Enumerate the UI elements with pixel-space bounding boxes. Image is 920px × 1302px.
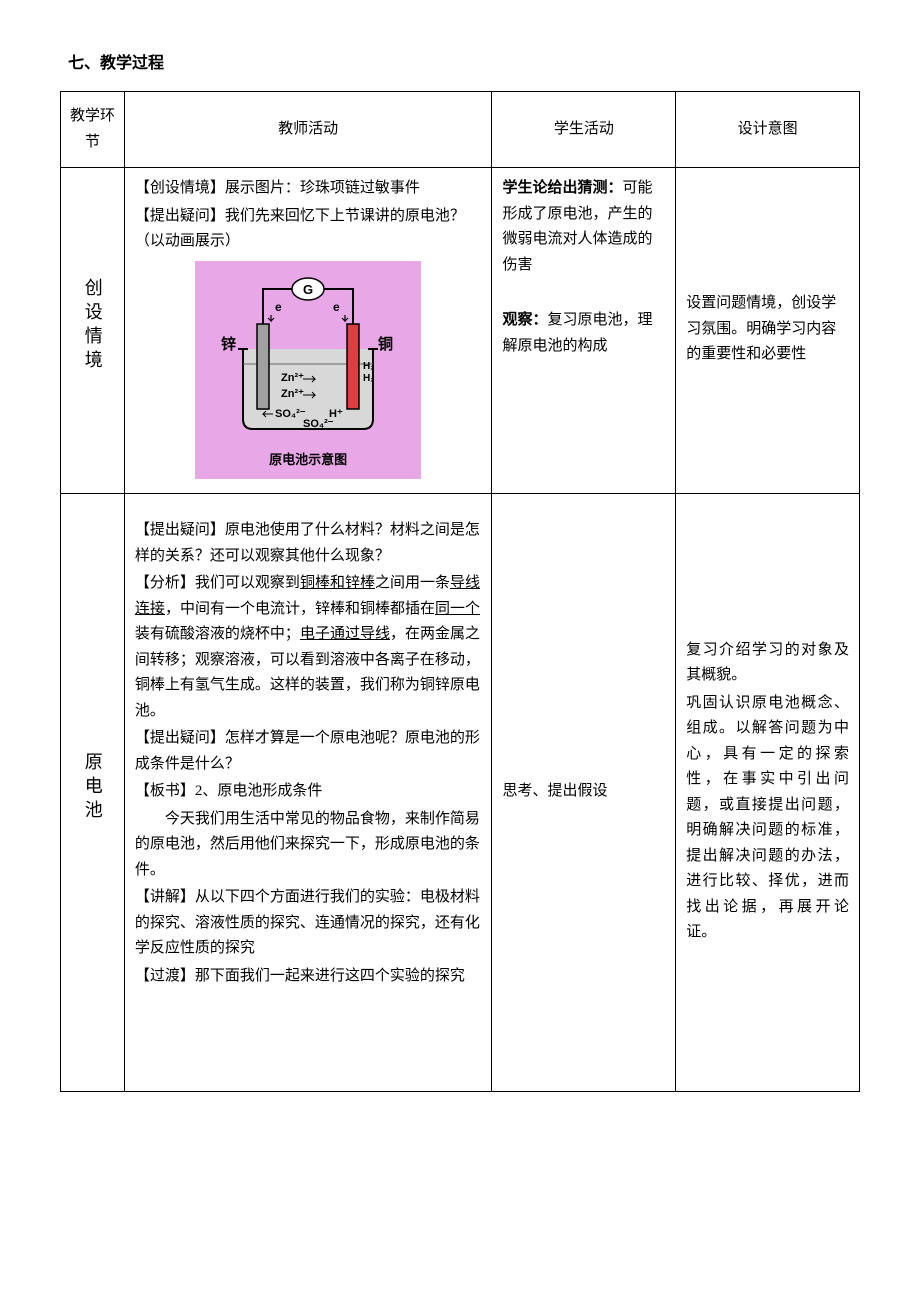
student-cell-2: 思考、提出假设 xyxy=(492,494,676,1092)
para: 【过渡】那下面我们一起来进行这四个实验的探究 xyxy=(135,964,482,990)
table-row: 创设情境 【创设情境】展示图片：珍珠项链过敏事件 【提出疑问】我们先来回忆下上节… xyxy=(61,168,860,494)
stage-label-2: 原电池 xyxy=(77,752,108,824)
section-heading: 七、教学过程 xyxy=(68,50,860,77)
stage-label-1: 创设情境 xyxy=(77,278,108,374)
hdr-student: 学生活动 xyxy=(492,92,676,168)
para: 观察：复习原电池，理解原电池的构成 xyxy=(502,308,665,359)
para: 【讲解】从以下四个方面进行我们的实验：电极材料的探究、溶液性质的探究、连通情况的… xyxy=(135,885,482,962)
para: 复习介绍学习的对象及其概貌。 xyxy=(686,638,849,689)
svg-text:铜: 铜 xyxy=(378,335,393,353)
table-header-row: 教学环节 教师活动 学生活动 设计意图 xyxy=(61,92,860,168)
svg-text:Zn²⁺: Zn²⁺ xyxy=(281,388,304,400)
svg-text:Zn²⁺: Zn²⁺ xyxy=(281,372,304,384)
intent-cell-1: 设置问题情境，创设学习氛围。明确学习内容的重要性和必要性 xyxy=(676,168,860,494)
table-row: 原电池 【提出疑问】原电池使用了什么材料？材料之间是怎样的关系？还可以观察其他什… xyxy=(61,494,860,1092)
para: 【创设情境】展示图片：珍珠项链过敏事件 xyxy=(135,176,482,202)
u: 铜棒和锌棒 xyxy=(300,575,375,591)
svg-text:H⁺: H⁺ xyxy=(329,408,343,420)
svg-text:H₂: H₂ xyxy=(363,361,375,372)
stage-cell-1: 创设情境 xyxy=(61,168,125,494)
para: 思考、提出假设 xyxy=(502,779,665,805)
student-bold-2: 观察： xyxy=(502,312,547,328)
intent-cell-2: 复习介绍学习的对象及其概貌。 巩固认识原电池概念、组成。以解答问题为中心，具有一… xyxy=(676,494,860,1092)
para: 今天我们用生活中常见的物品食物，来制作简易的原电池，然后用他们来探究一下，形成原… xyxy=(135,807,482,884)
hdr-teacher: 教师活动 xyxy=(124,92,492,168)
cell-svg: Gee锌铜H₂H₂Zn²⁺Zn²⁺SO₄²⁻SO₄²⁻H⁺ xyxy=(203,269,413,439)
svg-text:锌: 锌 xyxy=(221,335,236,353)
hdr-intent: 设计意图 xyxy=(676,92,860,168)
student-cell-1: 学生论给出猜测：可能形成了原电池，产生的微弱电流对人体造成的伤害 观察：复习原电… xyxy=(492,168,676,494)
para: 设置问题情境，创设学习氛围。明确学习内容的重要性和必要性 xyxy=(686,291,849,368)
para: 【提出疑问】我们先来回忆下上节课讲的原电池？（以动画展示） xyxy=(135,204,482,255)
t: 之间用一条 xyxy=(375,575,450,591)
para: 【提出疑问】原电池使用了什么材料？材料之间是怎样的关系？还可以观察其他什么现象？ xyxy=(135,518,482,569)
svg-text:SO₄²⁻: SO₄²⁻ xyxy=(275,408,306,420)
galvanic-cell-diagram: Gee锌铜H₂H₂Zn²⁺Zn²⁺SO₄²⁻SO₄²⁻H⁺ 原电池示意图 xyxy=(135,261,482,479)
stage-cell-2: 原电池 xyxy=(61,494,125,1092)
u: 电子通过导线 xyxy=(300,626,390,642)
student-bold-1: 学生论给出猜测： xyxy=(502,180,622,196)
hdr-stage: 教学环节 xyxy=(61,92,125,168)
lesson-plan-table: 教学环节 教师活动 学生活动 设计意图 创设情境 【创设情境】展示图片：珍珠项链… xyxy=(60,91,860,1092)
svg-text:G: G xyxy=(303,282,313,297)
t: ，中间有一个电流计，锌棒和铜棒都插在 xyxy=(165,601,435,617)
teacher-cell-1: 【创设情境】展示图片：珍珠项链过敏事件 【提出疑问】我们先来回忆下上节课讲的原电… xyxy=(124,168,492,494)
para: 学生论给出猜测：可能形成了原电池，产生的微弱电流对人体造成的伤害 xyxy=(502,176,665,278)
para: 【板书】2、原电池形成条件 xyxy=(135,779,482,805)
t: 【分析】我们可以观察到 xyxy=(135,575,300,591)
svg-text:H₂: H₂ xyxy=(363,373,375,384)
para: 巩固认识原电池概念、组成。以解答问题为中心，具有一定的探索性，在事实中引出问题，… xyxy=(686,691,849,946)
svg-text:e: e xyxy=(275,300,282,314)
svg-text:e: e xyxy=(333,300,340,314)
t: 装有硫酸溶液的烧杯中； xyxy=(135,626,300,642)
teacher-cell-2: 【提出疑问】原电池使用了什么材料？材料之间是怎样的关系？还可以观察其他什么现象？… xyxy=(124,494,492,1092)
para: 【分析】我们可以观察到铜棒和锌棒之间用一条导线连接，中间有一个电流计，锌棒和铜棒… xyxy=(135,571,482,724)
para: 【提出疑问】怎样才算是一个原电池呢？原电池的形成条件是什么？ xyxy=(135,726,482,777)
diagram-caption: 原电池示意图 xyxy=(203,449,413,471)
u: 同一个 xyxy=(435,601,480,617)
